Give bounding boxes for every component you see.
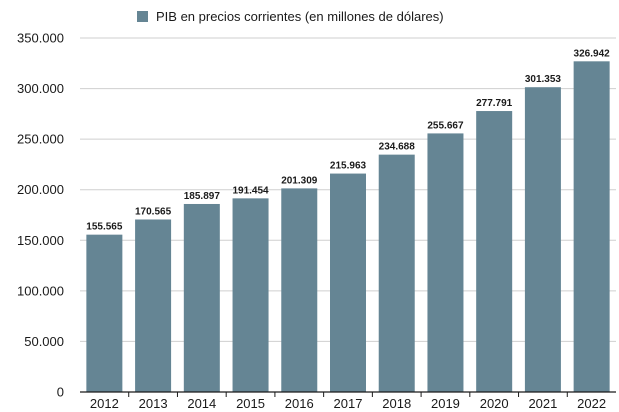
data-label: 201.309 — [281, 175, 318, 186]
legend-label: PIB en precios corrientes (en millones d… — [156, 9, 444, 24]
data-labels: 155.565 170.565 185.897 191.454 201.309 215.9… — [86, 48, 610, 232]
x-axis-ticks: 2012 2013 2014 2015 2016 2017 2018 2019 2020 2021… — [90, 392, 606, 411]
bar-2013 — [135, 219, 172, 392]
x-tick-label: 2016 — [285, 396, 314, 411]
data-label: 326.942 — [574, 48, 611, 59]
y-tick-label: 200.000 — [17, 182, 64, 197]
legend: PIB en precios corrientes (en millones d… — [137, 9, 444, 24]
x-tick-label: 2022 — [577, 396, 606, 411]
y-tick-label: 350.000 — [17, 31, 64, 46]
x-tick-label: 2018 — [382, 396, 411, 411]
data-label: 277.791 — [476, 98, 513, 109]
x-tick-label: 2021 — [528, 396, 557, 411]
x-tick-label: 2020 — [480, 396, 509, 411]
data-label: 170.565 — [135, 206, 172, 217]
x-tick-label: 2014 — [187, 396, 216, 411]
bar-2021 — [524, 87, 561, 392]
bar-2018 — [378, 154, 415, 392]
data-label: 155.565 — [86, 222, 123, 233]
y-tick-label: 250.000 — [17, 132, 64, 147]
bar-2022 — [573, 61, 610, 392]
data-label: 191.454 — [232, 185, 269, 196]
bar-2019 — [427, 133, 464, 393]
y-tick-label: 100.000 — [17, 283, 64, 298]
bars — [86, 61, 610, 393]
y-tick-label: 150.000 — [17, 233, 64, 248]
bar-2015 — [232, 198, 269, 392]
x-tick-label: 2015 — [236, 396, 265, 411]
y-tick-label: 300.000 — [17, 81, 64, 96]
y-axis-ticks: 0 50.000 100.000 150.000 200.000 250.000 300.0… — [17, 31, 64, 400]
data-label: 215.963 — [330, 161, 367, 172]
legend-swatch — [137, 11, 148, 22]
x-tick-label: 2019 — [431, 396, 460, 411]
y-tick-label: 50.000 — [24, 334, 64, 349]
data-label: 185.897 — [184, 191, 221, 202]
bar-2020 — [476, 111, 513, 393]
data-label: 234.688 — [379, 142, 416, 153]
bar-2017 — [330, 173, 366, 392]
x-tick-label: 2012 — [90, 396, 119, 411]
x-tick-label: 2013 — [139, 396, 168, 411]
bar-2012 — [86, 234, 123, 392]
data-label: 255.667 — [427, 120, 464, 131]
bar-2014 — [183, 203, 220, 392]
bar-2016 — [281, 188, 318, 392]
data-label: 301.353 — [525, 74, 562, 85]
x-tick-label: 2017 — [334, 396, 363, 411]
y-tick-label: 0 — [57, 385, 64, 400]
